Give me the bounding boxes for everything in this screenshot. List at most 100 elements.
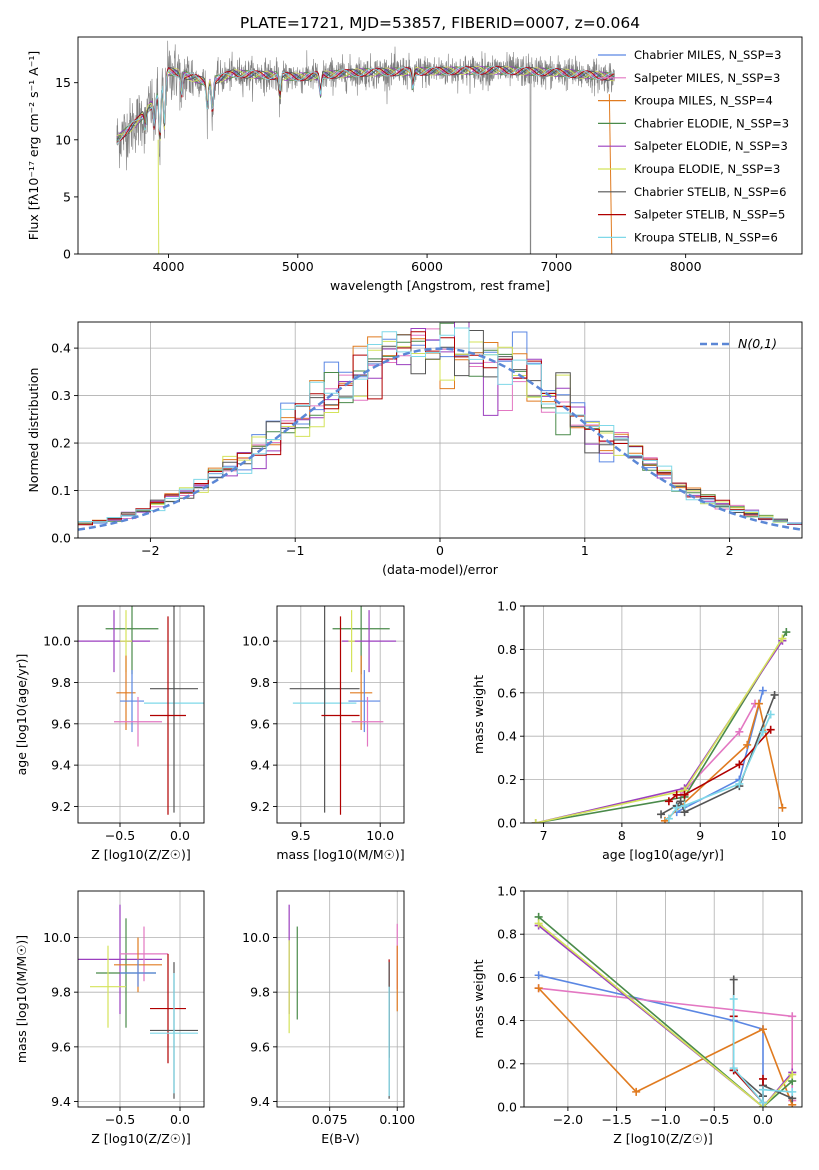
weight-marker — [766, 725, 775, 734]
x-tick-label: 7 — [540, 828, 548, 843]
x-tick-label: 7000 — [540, 259, 572, 274]
y-tick-label: 10.0 — [242, 930, 270, 945]
weight-marker — [754, 699, 763, 708]
x-tick-label: 0.0 — [170, 1112, 190, 1127]
y-tick-label: 10 — [55, 132, 71, 147]
weight-marker — [729, 995, 738, 1003]
y-tick-label: 0.2 — [497, 772, 517, 787]
x-tick-label: −1.0 — [650, 1112, 680, 1127]
y-tick-label: 9.8 — [250, 675, 270, 690]
y-axis-label: mass weight — [471, 959, 486, 1038]
weight-marker — [758, 727, 767, 736]
y-tick-label: 0.6 — [497, 685, 517, 700]
ebv_mass-plot-area — [288, 904, 398, 1099]
y-tick-label: 9.8 — [250, 985, 270, 1000]
x-tick-label: 9 — [696, 828, 704, 843]
weight-marker — [672, 790, 681, 799]
axes-frame — [523, 605, 803, 824]
spectrum-plot-area — [116, 40, 615, 254]
spectrum-legend: Chabrier MILES, N_SSP=3 Salpeter MILES, N… — [598, 48, 789, 244]
weight-marker — [735, 727, 744, 736]
age_weight-plot-area — [531, 628, 791, 823]
x-tick-label: 8 — [618, 828, 626, 843]
x-tick-label: 10 — [771, 828, 787, 843]
y-axis-label: Normed distribution — [26, 368, 41, 493]
x-tick-label: −0.5 — [105, 1112, 135, 1127]
y-tick-label: 9.4 — [51, 758, 71, 773]
weight-marker — [743, 740, 752, 749]
y-tick-label: 0.6 — [497, 970, 517, 985]
weight-marker — [534, 984, 543, 993]
z_mass-panel: −0.5 0.0 9.4 9.6 9.8 10.0 Z [log10(Z/Z☉)] mass … — [14, 890, 205, 1146]
legend-label: Salpeter STELIB, N_SSP=5 — [634, 208, 785, 222]
ebv_mass-panel: 0.075 0.100 9.4 9.6 9.8 10.0 E(B-V) — [242, 890, 415, 1146]
legend-label: Chabrier MILES, N_SSP=3 — [634, 48, 781, 62]
x-tick-label: 8000 — [670, 259, 702, 274]
y-axis-label: mass weight — [471, 675, 486, 754]
z_weight-plot-area — [534, 912, 797, 1107]
legend-label: Kroupa ELODIE, N_SSP=3 — [634, 162, 780, 176]
x-tick-label: −0.5 — [699, 1112, 729, 1127]
axes-frame — [276, 890, 405, 1108]
weight-marker — [788, 1012, 797, 1021]
model-spectrum-line — [116, 65, 615, 141]
axes-frame — [523, 890, 803, 1108]
axes-frame — [77, 890, 205, 1108]
z_weight-panel: −2.0 −1.5 −1.0 −0.5 0.0 0.0 0.2 0.4 0.6 0.8 1.0 Z [… — [471, 884, 803, 1146]
weight-marker — [729, 975, 738, 984]
y-tick-label: 0.1 — [51, 483, 71, 498]
weight-marker — [664, 814, 673, 823]
weight-line-kroupa-stelib — [668, 714, 772, 820]
y-tick-label: 0.3 — [51, 388, 71, 403]
x-axis-label: Z [log10(Z/Z☉)] — [91, 847, 191, 862]
y-tick-label: 9.6 — [250, 716, 270, 731]
axes-frame — [77, 36, 803, 255]
x-axis-label: Z [log10(Z/Z☉)] — [613, 1131, 713, 1146]
weight-marker — [770, 690, 779, 699]
y-tick-label: 10.0 — [242, 634, 270, 649]
weight-marker — [672, 803, 681, 812]
model-spectrum-line — [116, 65, 615, 145]
x-tick-label: −1.5 — [601, 1112, 631, 1127]
weight-line-chabrier-elodie — [538, 916, 793, 1107]
legend-label: Salpeter ELODIE, N_SSP=3 — [634, 139, 788, 153]
y-tick-label: 0.0 — [497, 1100, 517, 1115]
y-tick-label: 9.6 — [51, 1039, 71, 1054]
weight-line-salpeter-stelib — [732, 1016, 764, 1105]
spectrum-panel: 4000 5000 6000 7000 8000 0 5 10 15 wavelength [An… — [26, 36, 803, 293]
y-tick-label: 0.8 — [497, 642, 517, 657]
weight-marker — [735, 760, 744, 769]
x-tick-label: 0.0 — [170, 828, 190, 843]
weight-marker — [534, 971, 543, 980]
histogram-kroupa-elodie — [78, 340, 802, 525]
x-tick-label: −0.5 — [105, 828, 135, 843]
legend-label: Kroupa STELIB, N_SSP=6 — [634, 230, 778, 244]
weight-line-kroupa-elodie — [538, 922, 793, 1107]
model-spectrum-line — [608, 94, 613, 254]
model-spectrum-line — [116, 66, 615, 140]
weight-marker — [680, 801, 689, 810]
x-axis-label: age [log10(age/yr)] — [602, 847, 724, 862]
y-tick-label: 0 — [63, 247, 71, 262]
x-axis-label: (data-model)/error — [382, 562, 499, 577]
x-axis-label: mass [log10(M/M☉)] — [276, 847, 404, 862]
x-axis-label: Z [log10(Z/Z☉)] — [91, 1131, 191, 1146]
z_mass-plot-area — [78, 904, 198, 1099]
legend-label: Salpeter MILES, N_SSP=3 — [634, 71, 780, 85]
legend-label: Chabrier STELIB, N_SSP=6 — [634, 185, 786, 199]
y-tick-label: 0.4 — [497, 729, 517, 744]
x-tick-label: 5000 — [282, 259, 314, 274]
weight-line-kroupa-elodie — [535, 638, 784, 823]
weight-marker — [531, 819, 540, 823]
y-tick-label: 0.2 — [497, 1056, 517, 1071]
weight-marker — [766, 710, 775, 719]
weight-marker — [782, 628, 791, 637]
weight-marker — [778, 634, 787, 643]
weight-marker — [735, 779, 744, 788]
y-tick-label: 1.0 — [497, 599, 517, 614]
weight-marker — [664, 797, 673, 806]
x-tick-label: 2 — [726, 543, 734, 558]
weight-marker — [758, 1025, 767, 1034]
weight-marker — [758, 1085, 767, 1094]
